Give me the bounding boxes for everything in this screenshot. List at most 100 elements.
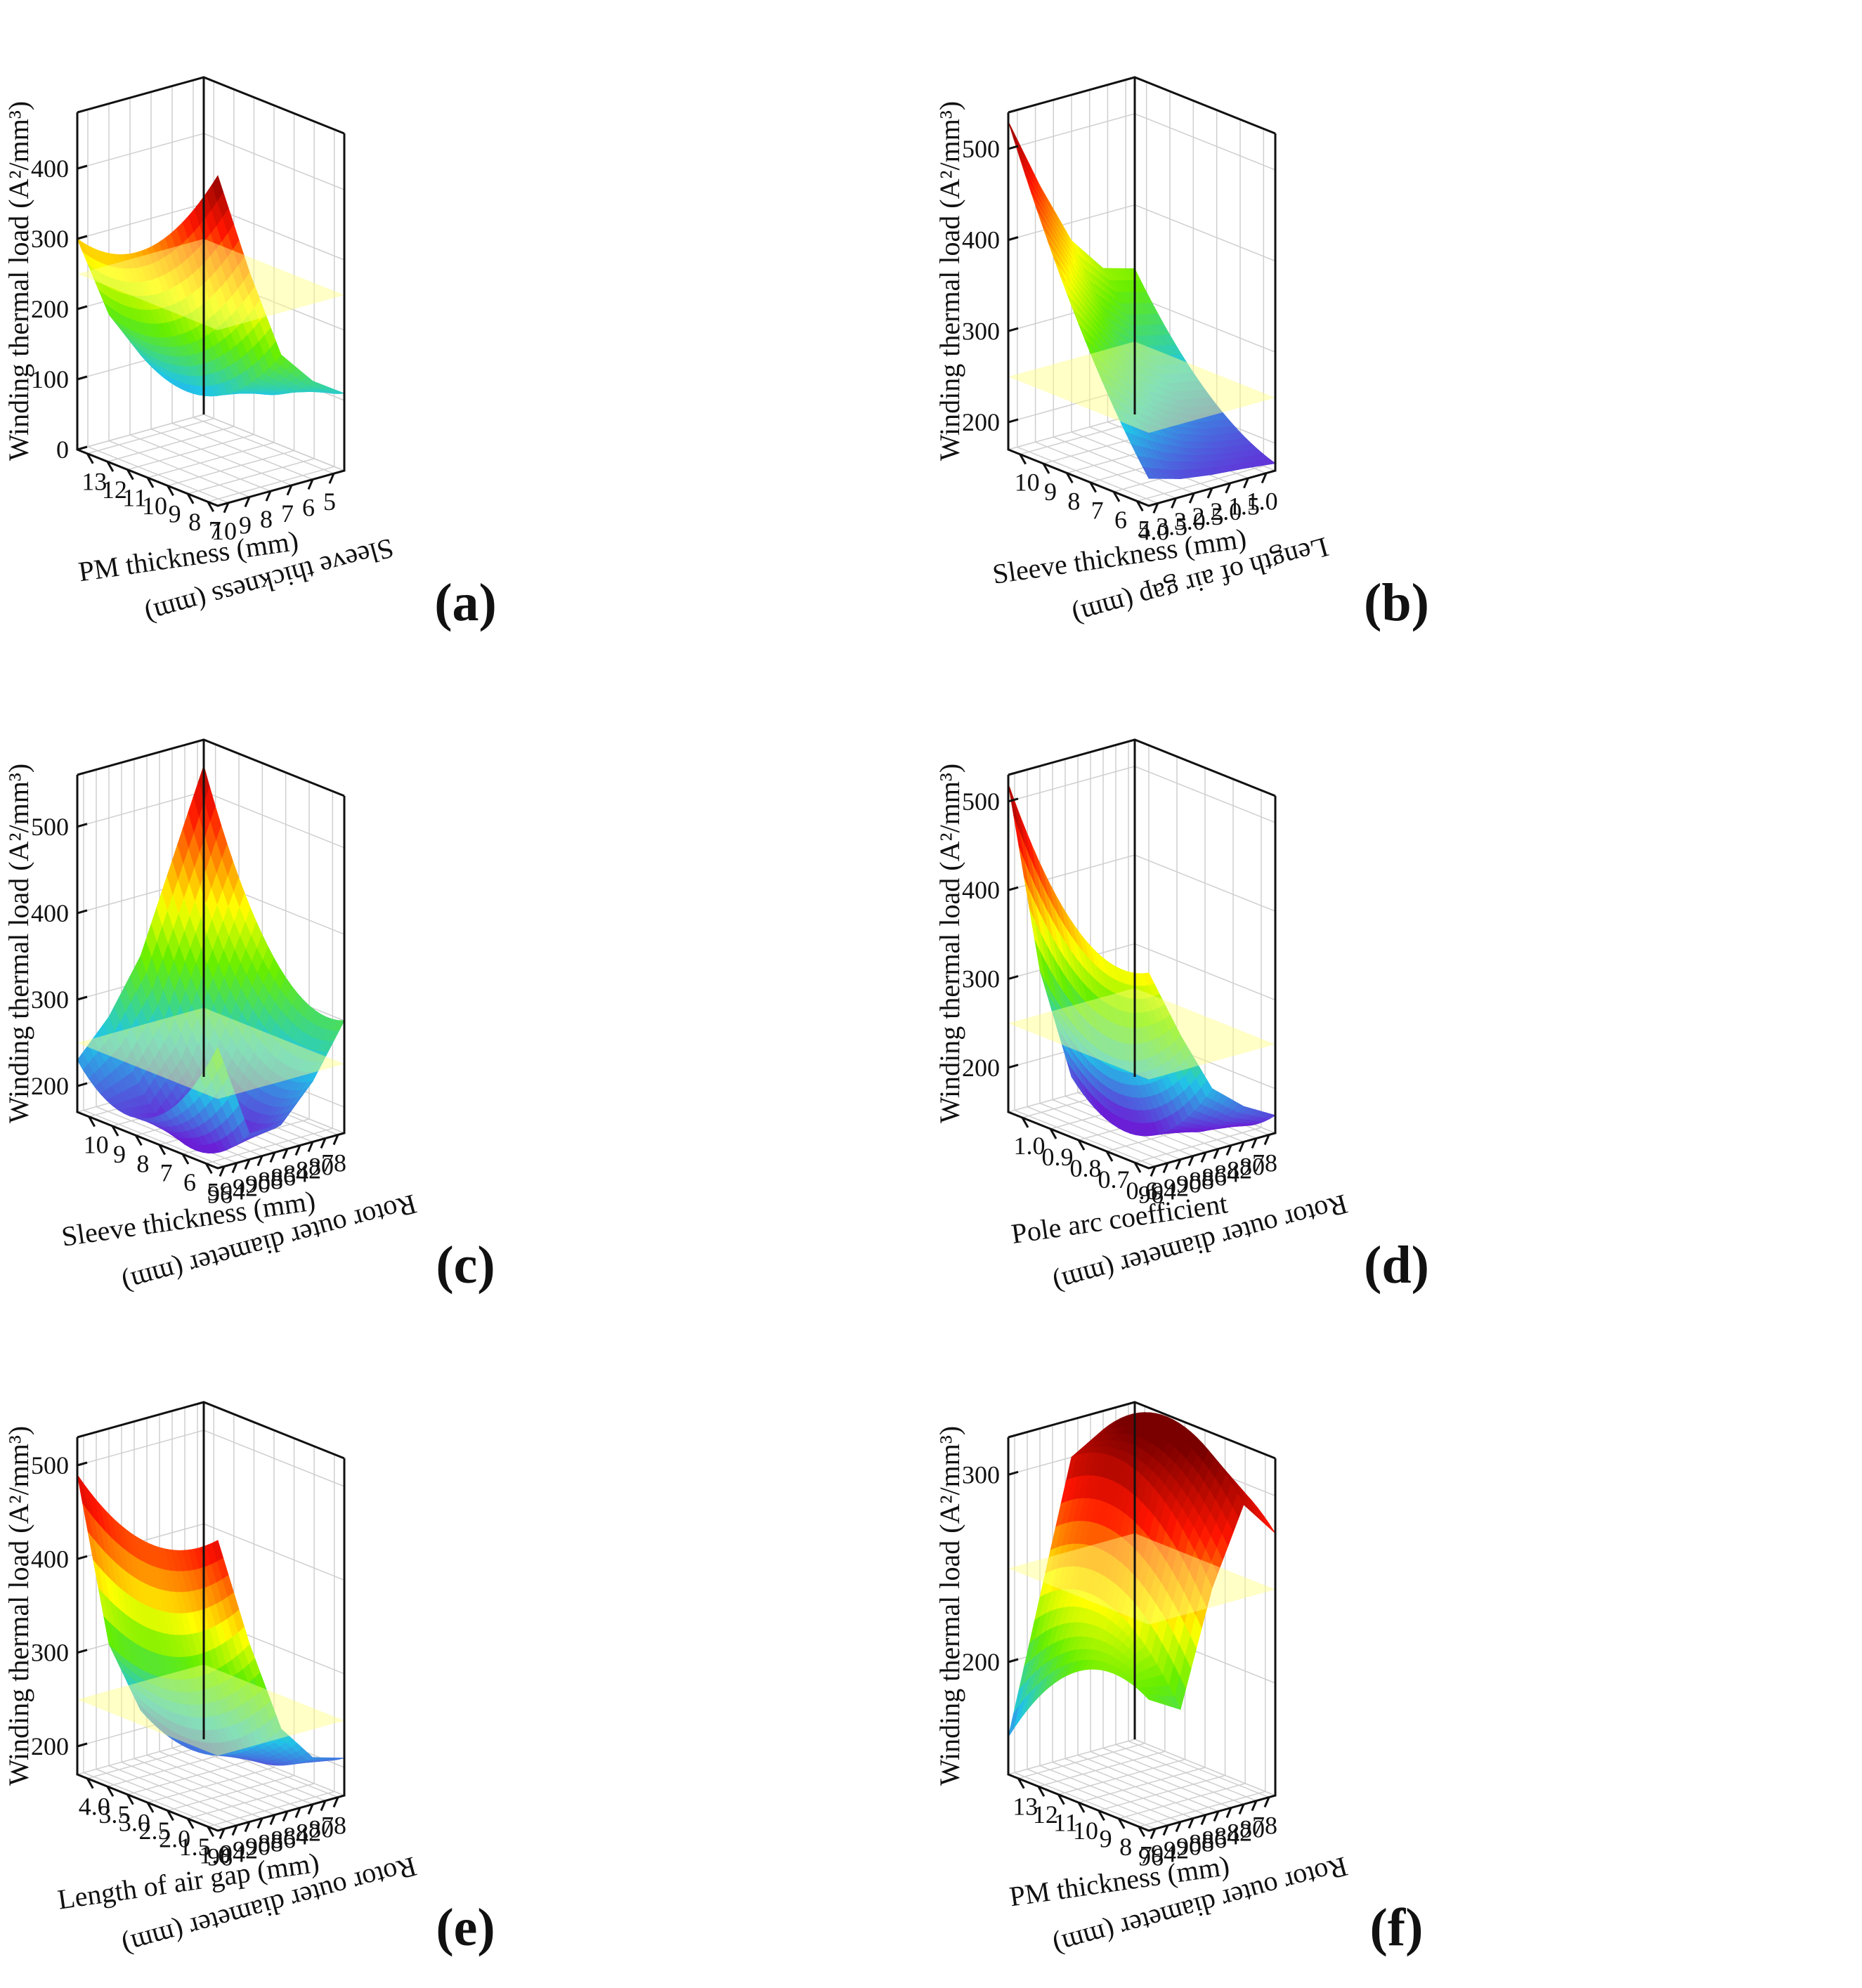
- y-tick-label: 9: [113, 1140, 126, 1168]
- x-tick-label: 90: [245, 1170, 271, 1198]
- x-tick: [1213, 1810, 1220, 1822]
- x-tick: [328, 473, 335, 484]
- y-tick: [1017, 1777, 1025, 1789]
- surface-patch: [1142, 466, 1155, 479]
- grid-floor-y: [107, 426, 235, 462]
- x-tick: [219, 1828, 226, 1840]
- x-tick: [1162, 1162, 1169, 1174]
- panel-label-b: (b): [1364, 573, 1429, 632]
- y-tick-label: 5: [207, 1177, 219, 1205]
- y-tick-label: 12: [1033, 1800, 1058, 1829]
- x-tick-label: 2.5: [1192, 502, 1224, 530]
- z-tick-label: 300: [31, 225, 69, 253]
- y-tick-label: 3.5: [98, 1800, 130, 1829]
- x-tick: [282, 1810, 289, 1822]
- x-tick-label: 86: [271, 1163, 296, 1191]
- grid-floor-y: [207, 1791, 334, 1828]
- x-tick-label: 80: [1239, 1153, 1265, 1181]
- y-tick: [1066, 472, 1074, 484]
- z-tick: [77, 375, 88, 381]
- x-tick-label: 84: [283, 1822, 308, 1850]
- x-tick: [1238, 1141, 1245, 1153]
- x-tick: [256, 1155, 263, 1167]
- x-tick-label: 78: [321, 1149, 346, 1177]
- x-tick-label: 92: [233, 1836, 258, 1864]
- y-tick-label: 0.7: [1098, 1165, 1130, 1194]
- y-tick: [1037, 1786, 1046, 1797]
- y-tick: [1105, 1151, 1114, 1162]
- y-tick: [1138, 1826, 1146, 1838]
- x-tick-label: 90: [1176, 1170, 1202, 1198]
- chart-d: 200300400500788082848688909294961.00.90.…: [934, 738, 1351, 1300]
- grid-floor-y: [207, 466, 334, 503]
- x-tick: [1213, 1148, 1220, 1160]
- y-tick: [186, 493, 195, 504]
- y-tick-label: 10: [1015, 469, 1040, 497]
- x-tick-label: 5: [323, 488, 336, 516]
- surface-c: [77, 764, 345, 1153]
- y-tick-label: 2.0: [159, 1824, 190, 1852]
- z-tick: [77, 1555, 88, 1560]
- grid-floor-y: [147, 442, 275, 478]
- x-tick-label: 92: [1164, 1836, 1189, 1864]
- x-tick-label: 86: [1202, 1826, 1227, 1854]
- x-tick-label: 7: [281, 499, 294, 528]
- x-tick-label: 96: [1138, 1181, 1164, 1209]
- panel-c: 200 300 400 500 78 80 82 84 86 88 90 92 94 96 10 9 8 7 6 5 W…: [0, 662, 931, 1325]
- x-tick: [1200, 1151, 1207, 1163]
- z-tick-label: 400: [31, 155, 69, 183]
- x-tick: [332, 1134, 339, 1146]
- x-tick-label: 6: [302, 494, 315, 522]
- y-tick: [106, 1786, 115, 1797]
- x-tick: [244, 1821, 251, 1833]
- x-tick-label: 88: [1189, 1167, 1214, 1195]
- x-tick-label: 1.5: [1228, 492, 1260, 521]
- z-axis-title: Winding thermal load (A²/mm³): [934, 1426, 965, 1786]
- x-tick: [1162, 1824, 1169, 1836]
- x-tick: [244, 496, 251, 508]
- x-tick-label: 9: [239, 511, 252, 539]
- z-tick: [1008, 1470, 1019, 1476]
- x-tick: [1150, 1165, 1157, 1177]
- threshold-plane: [77, 1664, 344, 1756]
- x-tick: [1225, 483, 1232, 494]
- z-tick: [77, 1742, 88, 1748]
- z-tick: [77, 823, 88, 828]
- x-tick: [332, 1796, 339, 1808]
- surface-f: [1008, 1412, 1276, 1737]
- surface-e: [77, 1474, 345, 1766]
- grid-floor-x: [1053, 436, 1194, 494]
- surface-a: [77, 175, 345, 397]
- z-tick-label: 500: [962, 787, 1000, 816]
- x-tick-label: 90: [245, 1833, 271, 1861]
- x-tick: [1243, 478, 1249, 489]
- y-tick: [205, 1163, 213, 1175]
- chart-b: 200 300 400 500 1.01.52.02.53.03.54.0 10 9 8 7 6 5…: [934, 76, 1332, 632]
- z-tick-label: 300: [31, 1639, 69, 1667]
- surface-patch: [1142, 1693, 1155, 1702]
- z-tick-label: 400: [31, 899, 69, 927]
- z-tick-label: 300: [962, 1460, 1000, 1489]
- y-tick: [146, 1802, 155, 1813]
- y-tick-label: 7: [1140, 1840, 1152, 1869]
- grid-floor-y: [107, 1751, 235, 1787]
- y-tick-label: 0.8: [1070, 1154, 1102, 1182]
- x-tick: [307, 1803, 314, 1815]
- x-tick: [1187, 1155, 1194, 1167]
- axis-frame-front: [1007, 775, 1277, 1170]
- threshold-plane: [1008, 1533, 1275, 1625]
- x-tick-label: 84: [283, 1160, 308, 1188]
- x-tick-label: 92: [1164, 1174, 1189, 1202]
- x-tick: [307, 478, 314, 490]
- y-tick-label: 6: [183, 1168, 196, 1196]
- x-tick-label: 78: [1252, 1812, 1277, 1840]
- surface-patch: [211, 1046, 223, 1073]
- x-tick: [1251, 1137, 1258, 1149]
- z-axis-title: Winding thermal load (A²/mm³): [3, 101, 34, 461]
- grid-floor-y: [1098, 1774, 1225, 1812]
- z-tick-label: 300: [962, 965, 1000, 993]
